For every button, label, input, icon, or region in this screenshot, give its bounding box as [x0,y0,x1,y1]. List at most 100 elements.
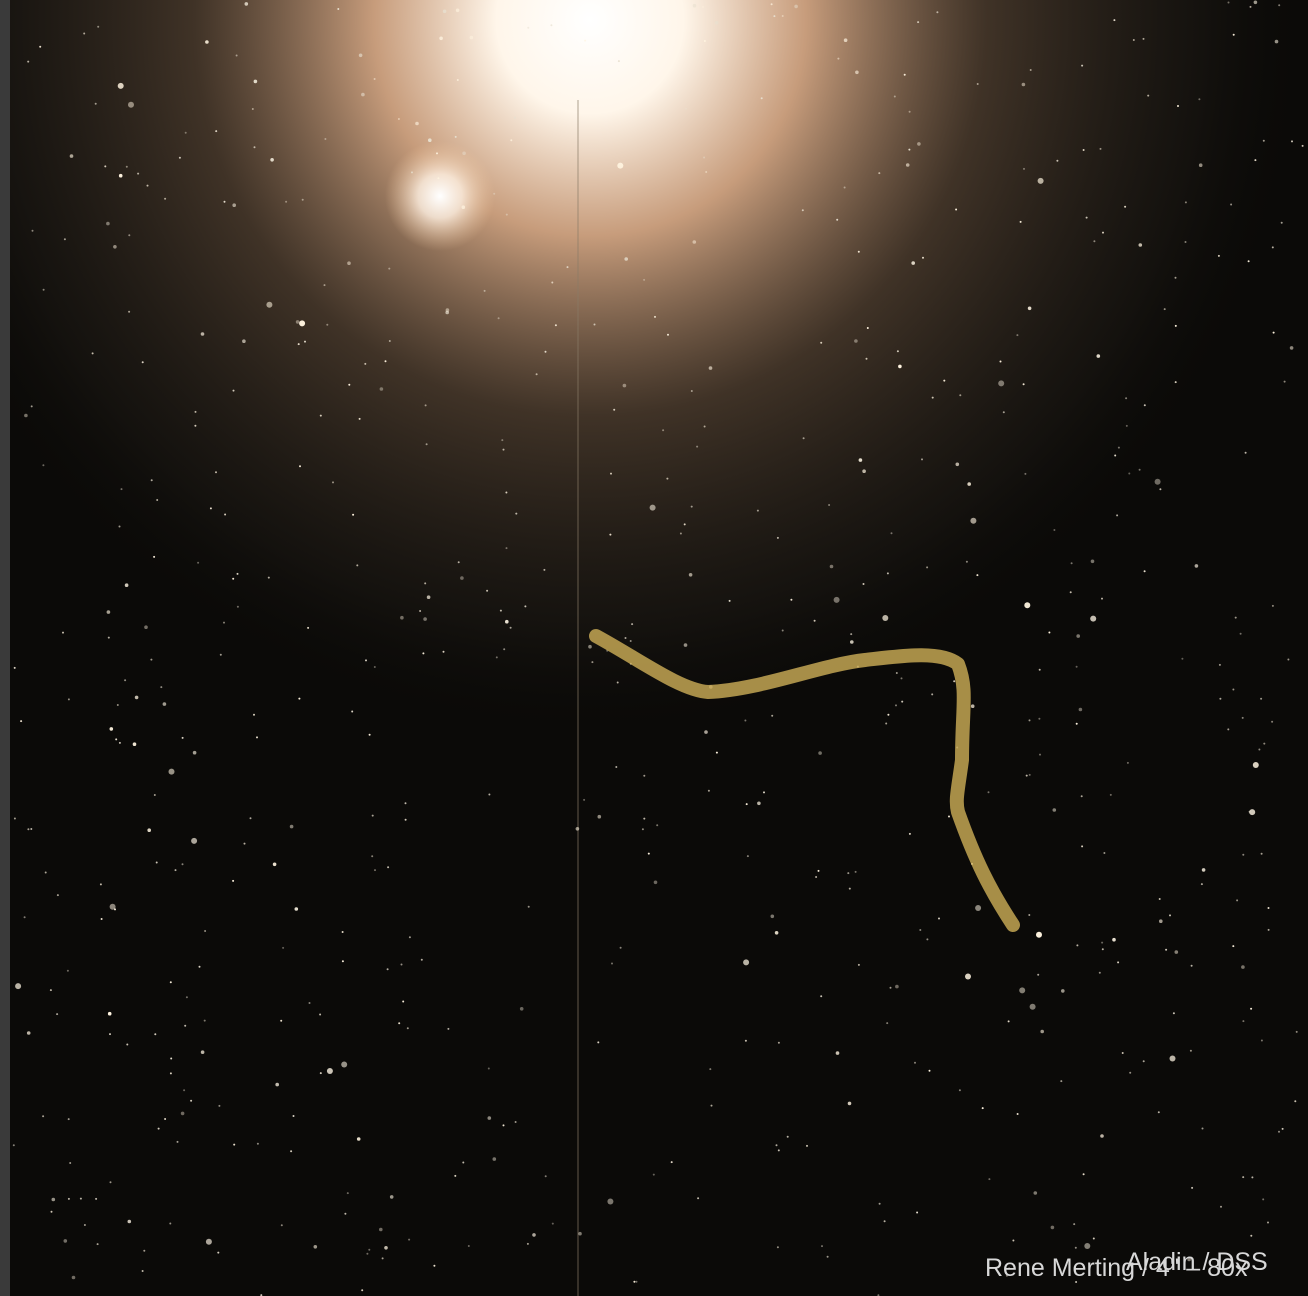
star [878,1202,881,1205]
star [1169,1055,1176,1062]
star [1159,488,1162,491]
star [1174,324,1177,327]
star [420,958,423,961]
star [67,1197,70,1200]
star [781,15,784,17]
star [848,887,851,890]
star [697,1197,700,1200]
star [13,666,16,669]
star [527,905,530,908]
star [1019,987,1026,994]
star [236,605,239,608]
star [656,824,659,827]
star [31,229,34,232]
star [1125,424,1128,427]
star [232,577,235,580]
star [1061,989,1065,993]
star [1187,1257,1191,1262]
star [833,596,840,603]
star [987,791,990,794]
star [253,713,255,716]
star [467,1245,470,1247]
star [999,360,1002,363]
star [181,736,184,739]
star [1236,899,1239,902]
star [692,240,697,244]
star [117,82,124,89]
star [174,869,177,872]
star [1060,1080,1063,1083]
star [91,352,94,355]
star [15,983,22,990]
star [532,1233,536,1237]
star [1244,451,1247,454]
star [184,1024,187,1027]
star [223,200,226,203]
star [836,218,839,221]
star [757,801,761,806]
star [67,1118,70,1121]
star [83,32,86,35]
star [292,1115,295,1117]
star [1174,276,1177,279]
star [1019,220,1022,223]
star [1159,919,1163,923]
star [361,1289,364,1292]
star [437,177,440,180]
star [1103,852,1106,854]
star [181,863,184,866]
star [1295,1030,1298,1033]
star [777,1041,780,1044]
star [424,404,427,407]
star [519,1007,524,1011]
star [249,817,252,820]
star [1005,1274,1008,1277]
star [503,648,506,651]
star [27,828,30,831]
star [1217,254,1220,257]
star [622,383,627,388]
star [492,1157,497,1161]
star [67,698,70,701]
star [895,984,899,989]
star [1052,808,1057,812]
star [1281,1127,1284,1130]
star [341,960,344,963]
star [120,488,123,491]
star [460,576,464,580]
star [703,425,706,428]
star [1117,446,1120,449]
star [62,631,64,634]
star [295,320,300,324]
star [398,1022,401,1025]
star [931,693,934,696]
star [456,79,459,81]
star [1232,33,1235,36]
star [1165,948,1168,951]
star [901,700,904,703]
star [319,414,322,417]
star [194,410,197,413]
star [141,361,144,364]
star [215,471,217,474]
star [1294,1100,1297,1103]
star [850,640,854,644]
star [1117,961,1120,964]
star [1050,1225,1055,1230]
star [304,340,306,343]
star [1267,907,1270,909]
star [710,1104,713,1107]
star [578,1231,582,1236]
star [154,1033,157,1036]
star [157,1127,160,1130]
star [975,905,982,911]
star [683,643,688,647]
star [146,184,149,187]
star [299,465,301,468]
star [770,914,775,919]
star [905,163,910,167]
star [535,373,538,376]
star [183,1089,186,1092]
star [501,439,504,442]
star [332,481,334,484]
